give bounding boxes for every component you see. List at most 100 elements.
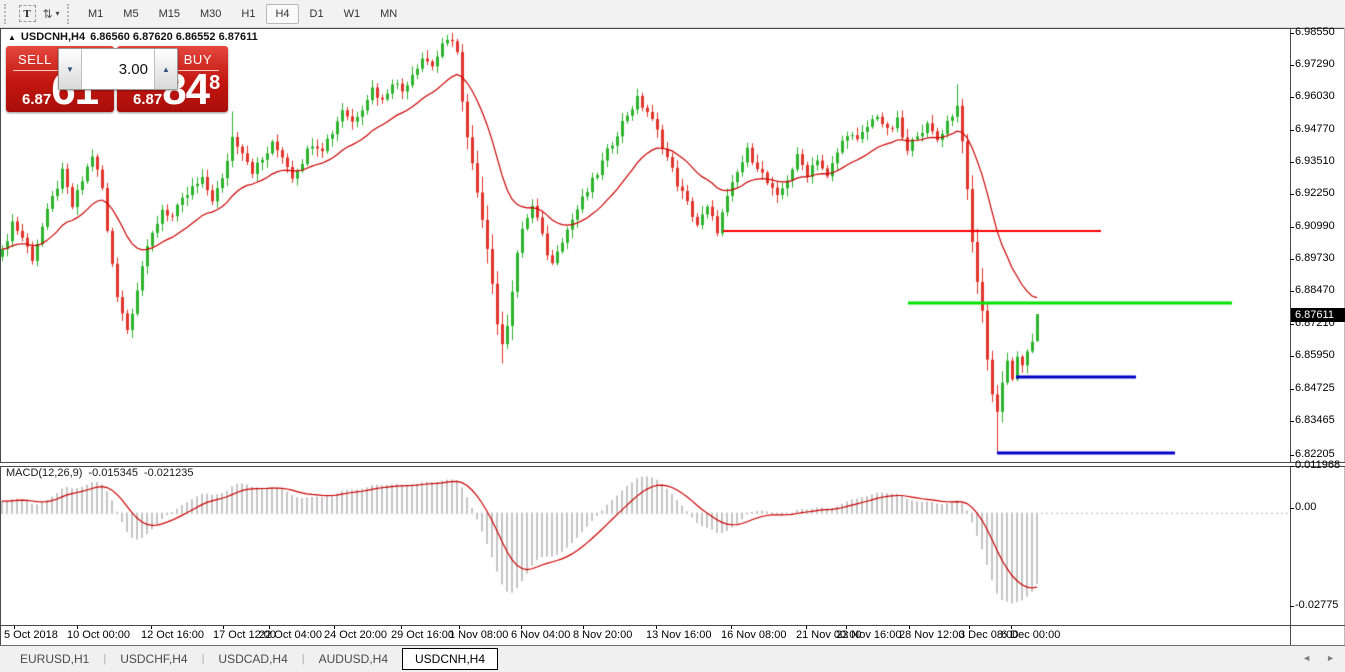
price-axis-tick: [1290, 65, 1294, 66]
time-axis-label: 28 Nov 12:00: [899, 629, 965, 641]
price-axis-label: 6.85950: [1295, 349, 1335, 361]
price-axis-label: 6.88470: [1295, 284, 1335, 296]
sell-underline: [13, 70, 63, 71]
buy-underline: [169, 70, 219, 71]
toolbar-grip[interactable]: [67, 3, 74, 24]
price-axis-label: 6.84725: [1295, 382, 1335, 394]
time-axis-tick: [1011, 626, 1012, 629]
volume-spinner: ▼ ▲: [58, 48, 178, 90]
time-axis-label: 10 Oct 00:00: [67, 629, 130, 641]
chart-tab-usdcnh-h4[interactable]: USDCNH,H4: [402, 648, 499, 670]
price-axis-label: 6.83465: [1295, 414, 1335, 426]
time-axis-label: 5 Oct 2018: [4, 629, 58, 641]
time-axis-label: 24 Oct 20:00: [324, 629, 387, 641]
indicator-value-main: -0.015345: [88, 467, 138, 479]
timeframe-button-m1[interactable]: M1: [88, 7, 104, 20]
price-axis-label: 6.94770: [1295, 123, 1335, 135]
timeframe-button-d1[interactable]: D1: [309, 7, 324, 20]
chart-tab-usdchf-h4[interactable]: USDCHF,H4: [120, 652, 188, 666]
text-tool-button[interactable]: T: [16, 4, 38, 24]
timeframe-button-m5[interactable]: M5: [123, 7, 139, 20]
price-axis-tick: [1290, 606, 1294, 607]
text-tool-icon: T: [18, 5, 36, 22]
volume-increase-button[interactable]: ▲: [154, 49, 177, 89]
time-axis-tick: [806, 626, 807, 629]
time-axis-label: 12 Oct 16:00: [141, 629, 204, 641]
indicator-pane-bottom-border: [0, 625, 1345, 626]
chart-tab-bar: EURUSD,H1 | USDCHF,H4 | USDCAD,H4 | AUDUSD,H4 U…: [0, 646, 1345, 672]
time-axis-tick: [583, 626, 584, 629]
timeframe-button-h1[interactable]: H1: [241, 7, 256, 20]
timeframe-button-mn[interactable]: MN: [380, 7, 398, 20]
chart-border-top: [0, 28, 1345, 29]
time-axis-tick: [521, 626, 522, 629]
price-axis-tick: [1290, 259, 1294, 260]
price-axis-tick: [1290, 162, 1294, 163]
indicator-value-signal: -0.021235: [143, 467, 194, 479]
time-axis-label: 23 Nov 16:00: [836, 629, 902, 641]
price-axis-separator: [1290, 28, 1291, 646]
sell-button-label: SELL: [18, 52, 52, 67]
time-axis-label: 22 Oct 04:00: [259, 629, 322, 641]
volume-input[interactable]: [82, 49, 154, 89]
arrows-tool-button[interactable]: ⇅ ▾: [40, 4, 62, 24]
time-axis-tick: [909, 626, 910, 629]
time-axis-tick: [223, 626, 224, 629]
price-axis-label: 0.011968: [1295, 459, 1341, 471]
tab-separator: |: [103, 653, 107, 665]
time-axis-tick: [77, 626, 78, 629]
tab-separator: |: [201, 653, 205, 665]
sell-price-prefix: 6.87: [22, 91, 52, 108]
price-axis-tick: [1290, 389, 1294, 390]
price-axis-label: 6.82205: [1295, 448, 1335, 460]
time-axis-tick: [656, 626, 657, 629]
time-axis-tick: [401, 626, 402, 629]
price-axis-tick: [1290, 455, 1294, 456]
timeframe-button-m30[interactable]: M30: [199, 7, 222, 20]
indicator-label: MACD(12,26,9) -0.015345 -0.021235: [6, 467, 194, 479]
price-axis-tick: [1290, 291, 1294, 292]
chart-tab-usdcad-h4[interactable]: USDCAD,H4: [218, 652, 288, 666]
indicator-name: MACD(12,26,9): [6, 467, 83, 479]
chart-canvas[interactable]: [1, 29, 1289, 625]
price-axis-tick: [1290, 130, 1294, 131]
price-axis-tick: [1290, 33, 1294, 34]
chart-tab-eurusd-h1[interactable]: EURUSD,H1: [20, 652, 90, 666]
price-axis-label: 6.96030: [1295, 90, 1335, 102]
time-axis-label: 17 Oct 12:00: [213, 629, 276, 641]
chart-title: ▲ USDCNH,H4 6.86560 6.87620 6.86552 6.87…: [8, 31, 258, 43]
timeframe-button-w1[interactable]: W1: [343, 7, 361, 20]
volume-decrease-button[interactable]: ▼: [59, 49, 82, 89]
timeframe-button-group: M1 M5 M15 M30 H1 H4 D1 W1 MN: [78, 3, 407, 24]
time-axis-label: 3 Dec 08:00: [959, 629, 1019, 641]
timeframe-button-m15[interactable]: M15: [158, 7, 180, 20]
tab-separator: |: [301, 653, 305, 665]
price-axis-tick: [1290, 356, 1294, 357]
time-axis-label: 29 Oct 16:00: [391, 629, 454, 641]
buy-button-label: BUY: [183, 52, 212, 67]
buy-price-prefix: 6.87: [133, 91, 163, 108]
time-axis-tick: [269, 626, 270, 629]
price-axis-label: -0.02775: [1295, 599, 1339, 611]
chart-symbol-label: USDCNH,H4: [20, 31, 86, 43]
chart-tab-audusd-h4[interactable]: AUDUSD,H4: [318, 652, 388, 666]
price-axis-label: 6.93510: [1295, 155, 1335, 167]
current-price-box: 6.87611: [1291, 308, 1345, 322]
price-axis-label: 6.90990: [1295, 220, 1335, 232]
price-axis-tick: [1290, 194, 1294, 195]
price-axis-tick: [1290, 508, 1294, 509]
timeframe-button-h4[interactable]: H4: [266, 3, 299, 24]
price-axis-label: 6.97290: [1295, 58, 1335, 70]
time-axis-tick: [459, 626, 460, 629]
time-axis-label: 16 Nov 08:00: [721, 629, 787, 641]
time-axis-label: 13 Nov 16:00: [646, 629, 712, 641]
tab-scroll-right-icon[interactable]: ►: [1326, 653, 1335, 663]
price-axis-label: 0.00: [1295, 501, 1317, 513]
time-axis-label: 6 Dec 00:00: [1001, 629, 1061, 641]
one-click-trading-panel: SELL 6.87 61 1 BUY 6.87 84 8 ▼ ▲: [6, 46, 228, 112]
time-axis-tick: [151, 626, 152, 629]
toolbar-grip[interactable]: [4, 3, 11, 24]
time-axis[interactable]: 5 Oct 2018 10 Oct 00:00 12 Oct 16:00 17 Oct…: [1, 626, 1289, 645]
tab-scroll-left-icon[interactable]: ◄: [1302, 653, 1311, 663]
